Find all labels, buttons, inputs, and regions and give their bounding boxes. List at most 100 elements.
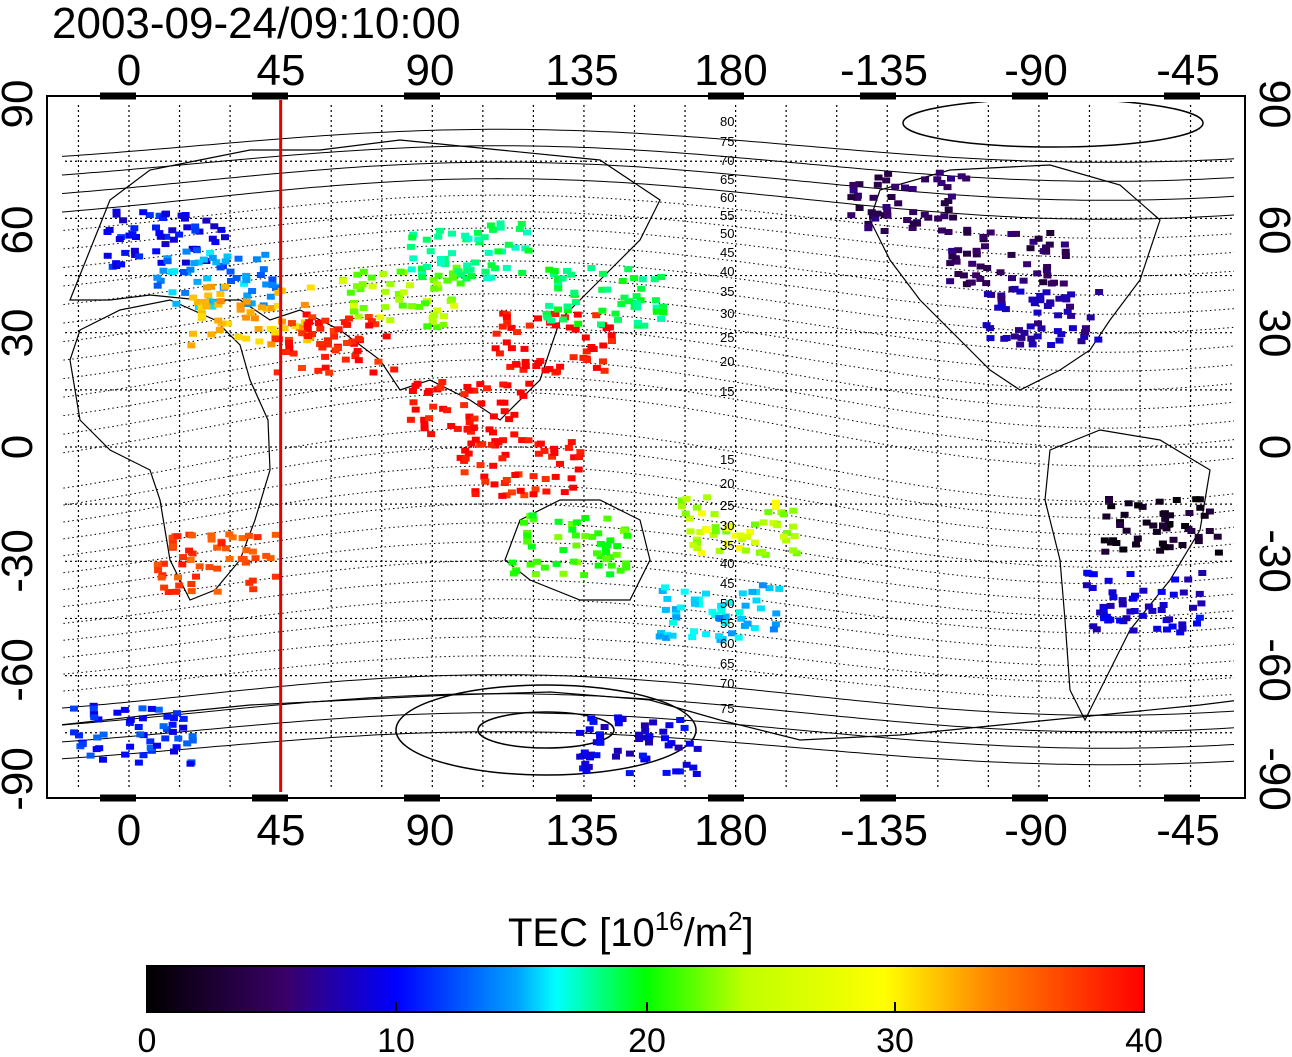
tec-point (572, 519, 581, 526)
tec-point (257, 304, 266, 311)
tec-point (182, 248, 191, 255)
tec-point (353, 283, 361, 290)
tec-point (1164, 521, 1173, 528)
tec-point (1165, 544, 1174, 551)
tec-point (613, 747, 622, 754)
tec-point (464, 387, 473, 394)
tec-point (159, 267, 168, 274)
tec-point (1066, 303, 1074, 310)
tec-point (622, 560, 631, 567)
tec-point (585, 726, 594, 733)
tec-point (1033, 270, 1042, 277)
tec-point (474, 236, 483, 243)
tec-point (381, 304, 390, 311)
tec-point (589, 346, 598, 352)
tec-point (463, 425, 472, 432)
tec-point (737, 615, 746, 622)
tec-point (461, 455, 470, 462)
contour-line (62, 260, 1234, 315)
contour-line (62, 128, 1234, 163)
tec-point (174, 574, 182, 581)
tec-point (1126, 571, 1135, 577)
tec-point (90, 714, 99, 721)
tec-point (1027, 335, 1036, 342)
contour-label: 60 (720, 636, 734, 651)
tec-point (681, 510, 690, 517)
tec-point (398, 302, 407, 309)
tec-point (169, 236, 178, 243)
tec-point (946, 278, 955, 285)
tec-point (428, 319, 437, 325)
tec-point (187, 588, 196, 595)
tec-point (880, 228, 889, 234)
colorbar-tick-label: 10 (377, 1022, 415, 1057)
tec-point (1126, 608, 1135, 615)
tec-point (248, 288, 257, 294)
tec-point (554, 285, 563, 292)
colorbar: TEC [1016/m2] 0 10 20 30 40 (138, 906, 1163, 1057)
tec-point (1185, 510, 1194, 516)
tec-point (408, 303, 417, 310)
contour-label: 35 (720, 284, 734, 299)
tec-point (587, 265, 596, 271)
tec-point (540, 447, 549, 454)
contour-labels: 80 75 70 65 60 55 50 45 40 35 30 25 20 15 15 20 25 30 35 40… (720, 114, 734, 716)
tec-point (550, 445, 559, 452)
tec-point (1159, 602, 1168, 608)
tec-point (1030, 300, 1039, 307)
tec-point (717, 608, 726, 615)
tec-point (520, 519, 528, 526)
contour-ring (477, 711, 615, 749)
tec-point (1187, 528, 1196, 534)
tec-point (238, 535, 247, 542)
tec-point (467, 440, 476, 447)
contour-label: 55 (720, 208, 734, 223)
tec-point (271, 335, 280, 342)
tec-point (758, 582, 767, 589)
tec-point (1020, 329, 1029, 336)
tec-point (1026, 245, 1035, 252)
tec-point (121, 751, 130, 758)
tec-point (454, 268, 463, 275)
tec-point (849, 187, 858, 194)
tec-point (986, 335, 995, 342)
tec-point (600, 724, 609, 730)
tec-point (693, 745, 702, 752)
tec-point (651, 297, 660, 304)
tec-point (607, 332, 616, 339)
tec-point (351, 353, 360, 360)
tec-point (1104, 577, 1113, 584)
tec-point (329, 327, 338, 334)
tec-point (649, 719, 658, 726)
tec-point (308, 314, 317, 321)
tec-point (602, 556, 611, 563)
tec-point (205, 564, 214, 571)
colorbar-title-end: ] (743, 911, 754, 955)
tec-point (568, 526, 577, 533)
tec-point (202, 217, 211, 224)
tec-point (641, 728, 650, 734)
tec-point (1029, 238, 1038, 245)
tec-point (281, 349, 290, 355)
tec-point (551, 473, 560, 480)
contour-label: 60 (720, 190, 734, 205)
tec-point (772, 504, 780, 510)
tec-point (256, 272, 265, 278)
tec-point (661, 584, 669, 591)
tec-point (186, 557, 195, 563)
tec-point (1194, 538, 1203, 545)
tec-point (501, 451, 510, 458)
tec-point (489, 226, 497, 233)
tec-point (645, 733, 654, 740)
top-lon-label: 135 (545, 46, 618, 95)
tec-point (652, 304, 661, 311)
tec-point (696, 529, 705, 536)
tec-point (559, 316, 568, 323)
tec-point (348, 338, 357, 345)
right-lat-label: -30 (1250, 529, 1292, 593)
tec-point (1096, 609, 1105, 616)
tec-point (128, 231, 137, 238)
tec-point (635, 736, 644, 742)
tec-point (611, 310, 620, 317)
tec-point (603, 515, 612, 522)
